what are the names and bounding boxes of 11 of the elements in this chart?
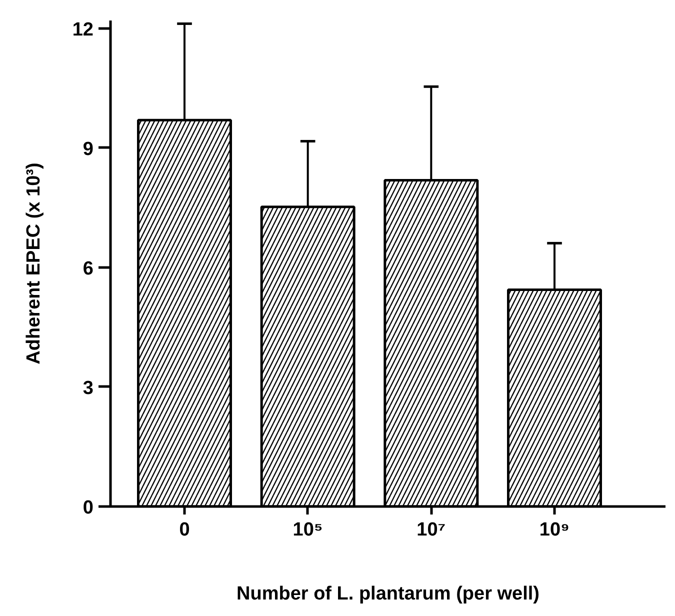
- x-tick-label: 0: [179, 520, 190, 540]
- x-tick-label: 10⁵: [292, 520, 323, 540]
- y-tick-label: 0: [82, 498, 94, 518]
- y-tick-label: 12: [72, 19, 94, 40]
- x-axis-title: Number of L. plantarum (per well): [236, 584, 540, 604]
- x-tick-label: 10⁷: [416, 520, 446, 540]
- x-tick-label: 10⁹: [539, 520, 570, 540]
- y-tick-label: 3: [82, 378, 94, 399]
- y-axis-title: Adherent EPEC (x 10³): [23, 162, 44, 364]
- y-tick-label: 9: [82, 138, 94, 160]
- y-tick-label: 6: [82, 258, 94, 280]
